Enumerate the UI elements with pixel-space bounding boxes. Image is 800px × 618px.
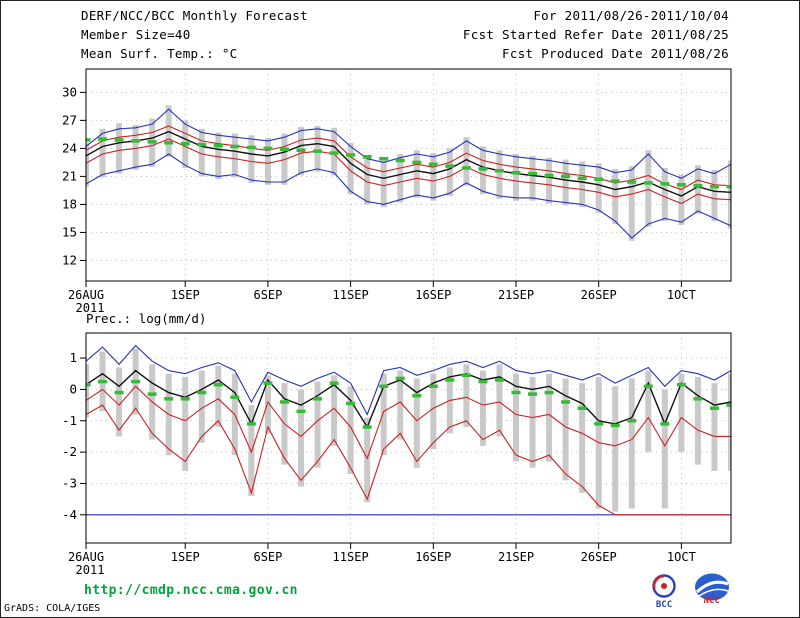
svg-text:26SEP: 26SEP — [581, 288, 617, 302]
precipitation-chart: -4 -3 -2 -1 0 1 26AUG 1SEP 6SEP 11SEP 16SEP 21SEP 26… — [62, 311, 732, 577]
svg-text:11SEP: 11SEP — [333, 550, 369, 564]
svg-text:27: 27 — [62, 112, 77, 127]
svg-text:6SEP: 6SEP — [253, 288, 282, 302]
svg-text:24: 24 — [62, 140, 77, 155]
svg-text:21SEP: 21SEP — [498, 288, 534, 302]
svg-text:15: 15 — [62, 224, 77, 239]
produced-date-label: Fcst Produced Date 2011/08/26 — [502, 46, 729, 61]
svg-text:26SEP: 26SEP — [581, 550, 617, 564]
svg-text:16SEP: 16SEP — [415, 550, 451, 564]
svg-text:21: 21 — [62, 168, 77, 183]
page-title: DERF/NCC/BCC Monthly Forecast — [81, 8, 308, 23]
svg-text:-1: -1 — [62, 413, 77, 428]
svg-text:18: 18 — [62, 196, 77, 211]
member-size-label: Member Size=40 — [81, 27, 191, 42]
svg-text:-3: -3 — [62, 475, 77, 490]
variable-label: Mean Surf. Temp.: °C — [81, 46, 238, 61]
svg-text:26AUG: 26AUG — [68, 550, 104, 564]
svg-text:11SEP: 11SEP — [333, 288, 369, 302]
svg-text:6SEP: 6SEP — [253, 550, 282, 564]
svg-text:30: 30 — [62, 84, 77, 99]
grads-credit: GrADS: COLA/IGES — [4, 603, 101, 614]
svg-text:Prec.: log(mm/d): Prec.: log(mm/d) — [86, 311, 206, 326]
svg-text:16SEP: 16SEP — [415, 288, 451, 302]
svg-text:1SEP: 1SEP — [171, 288, 200, 302]
svg-text:-4: -4 — [62, 507, 77, 522]
svg-text:26AUG: 26AUG — [68, 288, 104, 302]
svg-text:1SEP: 1SEP — [171, 550, 200, 564]
svg-text:2011: 2011 — [76, 563, 105, 577]
svg-text:21SEP: 21SEP — [498, 550, 534, 564]
svg-text:0: 0 — [69, 381, 77, 396]
svg-text:12: 12 — [62, 252, 77, 267]
svg-text:1: 1 — [69, 350, 77, 365]
ncc-logo: NCC — [695, 573, 729, 606]
bcc-logo: BCC — [652, 574, 676, 610]
temperature-chart: 12 15 18 21 24 27 30 26AUG 1SEP 6SEP 11SEP 16SEP 21S… — [62, 68, 732, 315]
valid-range-label: For 2011/08/26-2011/10/04 — [533, 8, 729, 23]
svg-text:1OCT: 1OCT — [667, 550, 696, 564]
bcc-logo-text: BCC — [656, 600, 672, 610]
ncc-logo-text: NCC — [703, 596, 721, 606]
source-url: http://cmdp.ncc.cma.gov.cn — [84, 583, 298, 598]
svg-text:2011: 2011 — [76, 301, 105, 315]
refer-date-label: Fcst Started Refer Date 2011/08/25 — [462, 27, 729, 42]
svg-text:1OCT: 1OCT — [667, 288, 696, 302]
svg-text:-2: -2 — [62, 444, 77, 459]
